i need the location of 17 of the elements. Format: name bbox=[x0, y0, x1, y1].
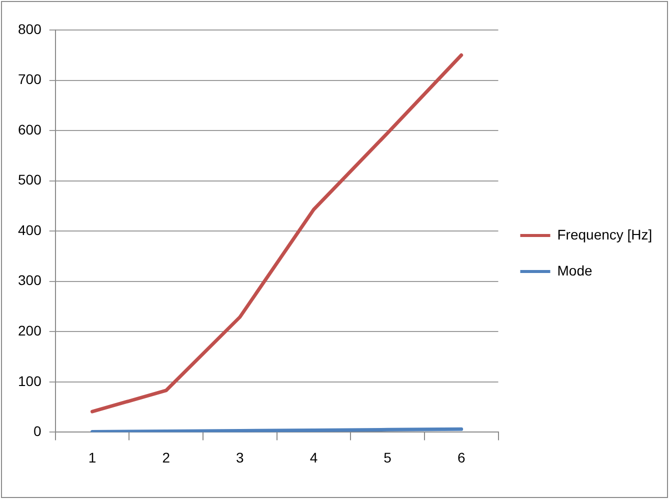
y-tick-label: 400 bbox=[18, 222, 42, 238]
x-tick-label: 6 bbox=[457, 449, 466, 466]
y-tick-label: 700 bbox=[18, 71, 42, 88]
x-tick-label: 1 bbox=[88, 449, 96, 466]
y-tick-label: 800 bbox=[18, 20, 42, 37]
y-tick-label: 100 bbox=[18, 372, 42, 389]
x-tick-label: 2 bbox=[162, 449, 170, 466]
legend-label: Frequency [Hz] bbox=[557, 226, 652, 242]
y-tick-label: 600 bbox=[18, 121, 42, 138]
y-tick-label: 200 bbox=[18, 322, 42, 339]
x-tick-label: 3 bbox=[236, 449, 244, 466]
x-tick-label: 4 bbox=[310, 449, 318, 466]
x-tick-label: 5 bbox=[384, 449, 392, 466]
y-tick-label: 500 bbox=[18, 172, 42, 188]
y-tick-label: 300 bbox=[18, 272, 42, 288]
y-tick-label: 0 bbox=[34, 423, 42, 440]
legend-label: Mode bbox=[557, 262, 592, 278]
